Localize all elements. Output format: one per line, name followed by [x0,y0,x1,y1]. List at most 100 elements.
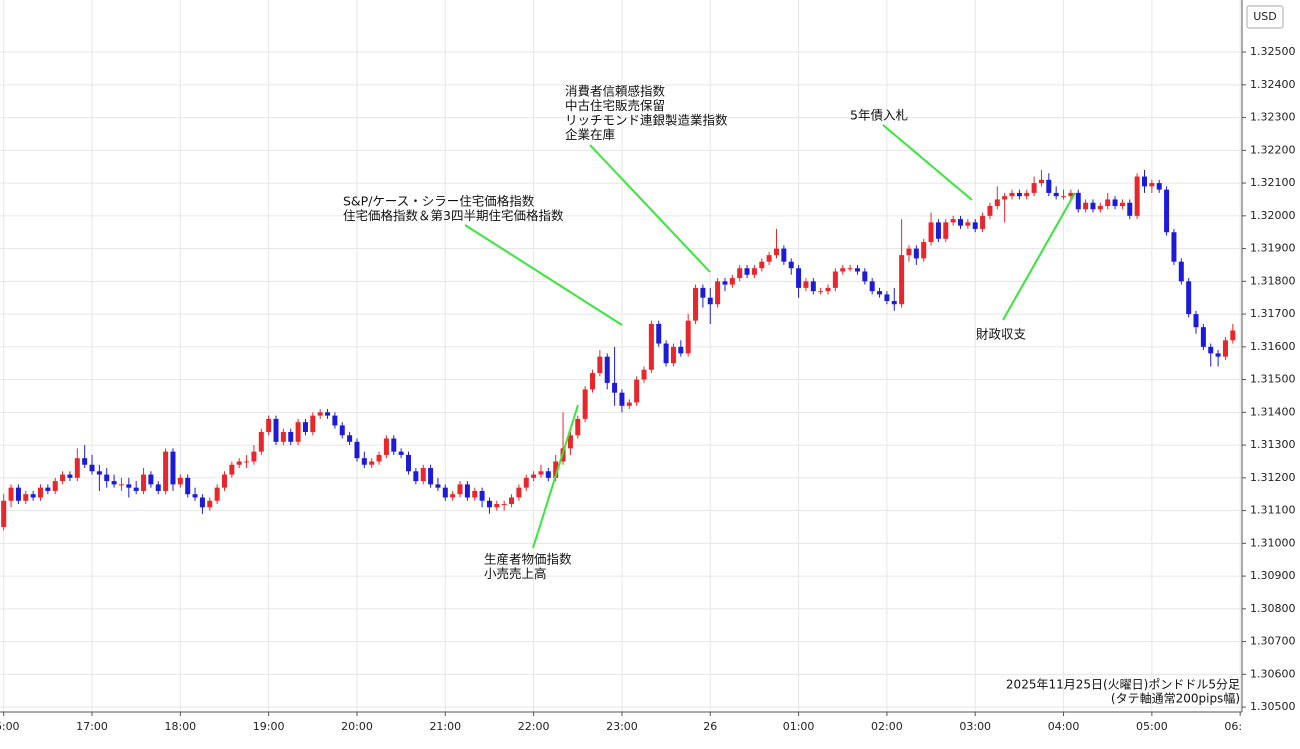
annotation-pointer [589,144,711,273]
candles [1,169,1236,531]
candle-body [141,474,147,491]
y-tick-label: 1.32400 [1250,78,1296,91]
candle-body [45,487,51,491]
candle-body [1038,179,1044,184]
candle-body [715,281,721,305]
y-axis-labels: 1.30500 1.30600 1.30700 1.30800 1.30900 1.310… [1242,45,1296,713]
candle-body [700,287,706,298]
candle-body [222,474,227,488]
candle-body [1024,192,1030,197]
x-tick-label: 19:00 [253,720,285,733]
x-tick-label: 26 [703,720,717,733]
y-tick-label: 1.31800 [1250,274,1296,287]
candle-body [744,268,750,275]
candle-body [280,431,286,442]
candle-body [177,477,183,485]
candle-body [302,422,308,432]
candle-body [479,490,485,501]
candle-body [361,458,367,465]
candle-body [1171,232,1177,262]
candle-body [656,323,662,344]
candle-body [428,468,434,485]
x-tick-label: 16:00 [0,720,20,733]
candle-body [634,379,640,403]
y-tick-label: 1.31900 [1250,242,1296,255]
candle-body [707,297,713,305]
candle-body [236,461,242,465]
candle-body [1222,340,1228,357]
candle-body [980,215,986,229]
candle-body [751,268,757,275]
candle-body [52,481,58,491]
candle-body [1178,261,1184,282]
candle-body [1061,196,1067,198]
candle-body [994,199,1000,207]
annotation-text: S&P/ケース・シラー住宅価格指数 [343,194,535,209]
candle-body [67,474,73,478]
candle-body [1112,199,1118,207]
candle-body [295,422,301,442]
y-tick-label: 1.31500 [1250,373,1296,386]
annotation-text: 小売売上高 [484,566,547,581]
x-axis-labels: 16:00 17:00 18:00 19:00 20:00 21:00 22:00 23:00… [0,712,1242,733]
candle-body [877,291,883,295]
annotation-text: リッチモンド連銀製造業指数 [565,113,728,128]
candle-body [273,418,279,442]
candle-body [354,441,360,459]
x-tick-label: 02:00 [871,720,903,733]
candle-body [450,494,456,498]
candle-body [96,471,102,475]
candle-body [1119,202,1125,207]
candle-body [1142,176,1147,187]
annotation-text: 5年債入札 [850,108,908,123]
candle-body [420,468,426,482]
candle-body [553,461,559,478]
annotation-pointer [1002,192,1076,321]
candle-body [1083,202,1089,210]
candle-body [1215,353,1221,357]
candle-body [155,484,161,491]
candle-body [89,464,95,472]
candle-body [928,222,934,243]
candle-body [612,382,618,393]
candle-body [406,454,411,472]
candle-body [104,474,110,482]
candle-body [825,287,831,292]
y-tick-label: 1.30700 [1250,635,1296,648]
caption: (タテ軸通常200pips幅) [1111,691,1240,706]
candle-body [376,454,382,462]
candle-body [332,415,338,426]
annotation-text: 生産者物価指数 [484,552,572,567]
candle-body [531,474,537,478]
candle-body [567,435,573,449]
candle-body [523,477,529,488]
candle-body [648,323,654,370]
candle-body [60,474,66,482]
candle-body [398,451,404,455]
candle-body [472,490,478,498]
candle-body [251,451,257,462]
candle-body [229,464,235,475]
candle-body [501,504,507,506]
candle-body [310,415,316,432]
candle-body [619,392,625,406]
x-tick-label: 20:00 [341,720,373,733]
candle-body [950,219,956,223]
candle-body [30,494,36,498]
candle-body [722,281,728,285]
candle-body [82,458,88,465]
candle-body [148,474,154,485]
candle-body [965,222,971,226]
y-tick-label: 1.31600 [1250,340,1296,353]
candle-body [1002,196,1008,200]
candle-body [685,320,691,354]
x-tick-label: 04:00 [1048,720,1080,733]
candle-body [545,471,551,478]
candle-body [74,458,80,478]
candle-body [1149,183,1155,187]
candle-body [774,248,779,256]
candle-body [516,487,522,498]
candle-body [796,268,802,288]
y-tick-label: 1.31200 [1250,471,1296,484]
candle-body [582,389,588,419]
